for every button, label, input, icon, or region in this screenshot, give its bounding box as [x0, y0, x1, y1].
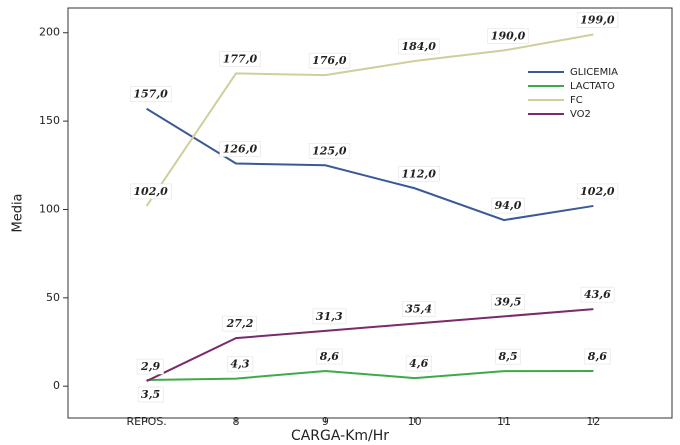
- data-label-box: [219, 141, 261, 157]
- y-axis-label: Media: [11, 193, 26, 232]
- data-label: 4,3: [230, 358, 249, 371]
- data-label: 4,6: [409, 357, 428, 370]
- data-label-group: 190,0: [487, 28, 529, 44]
- data-label-group: 112,0: [398, 166, 440, 182]
- data-label-box: [222, 315, 257, 332]
- data-label-box: [584, 348, 611, 365]
- data-label-group: 35,4: [402, 301, 436, 317]
- data-label-box: [580, 286, 615, 303]
- data-label: 157,0: [133, 88, 168, 101]
- data-label-group: 184,0: [398, 38, 440, 55]
- data-label-box: [136, 358, 164, 375]
- data-label-group: 8,6: [584, 348, 611, 365]
- data-label-group: 102,0: [130, 183, 172, 200]
- data-label-box: [495, 348, 521, 365]
- legend-label: LACTATO: [570, 81, 615, 92]
- data-label-box: [405, 355, 432, 372]
- data-label: 177,0: [223, 52, 258, 65]
- data-label: 39,5: [495, 295, 522, 308]
- data-label-group: 102,0: [576, 183, 619, 200]
- data-label-box: [491, 197, 526, 214]
- x-tick-label: 11: [497, 415, 511, 428]
- legend-label: VO2: [570, 109, 591, 120]
- data-label-box: [398, 38, 440, 55]
- data-label-box: [308, 143, 351, 159]
- data-label: 31,3: [316, 310, 343, 323]
- y-tick-label: 0: [53, 379, 60, 392]
- data-label: 112,0: [401, 167, 436, 180]
- x-tick-label: 9: [322, 415, 329, 428]
- x-tick-label: 10: [408, 415, 422, 428]
- data-label-group: 27,2: [222, 315, 257, 332]
- data-label: 94,0: [495, 199, 522, 212]
- data-label-box: [576, 183, 619, 200]
- data-label-group: 199,0: [576, 12, 619, 28]
- y-tick-label: 200: [39, 26, 60, 39]
- data-label: 184,0: [401, 40, 436, 53]
- data-label: 27,2: [226, 317, 254, 330]
- series-line: [146, 308, 594, 382]
- data-label-box: [130, 86, 172, 102]
- data-label: 176,0: [312, 54, 347, 67]
- x-axis-label: CARGA-Km/Hr: [291, 428, 389, 444]
- data-label-box: [219, 51, 261, 67]
- data-label-group: 94,0: [491, 197, 526, 214]
- data-label-group: 2,9: [136, 358, 164, 375]
- series-line: [146, 107, 594, 222]
- data-label-box: [308, 52, 351, 69]
- data-label-group: 126,0: [219, 141, 261, 157]
- data-label-group: 125,0: [308, 143, 351, 159]
- data-label-group: 8,5: [495, 348, 521, 365]
- data-label: 8,6: [320, 350, 339, 363]
- y-tick-label: 150: [39, 114, 60, 127]
- data-label: 8,6: [588, 350, 607, 363]
- data-label-box: [130, 183, 172, 200]
- data-label: 125,0: [312, 144, 347, 157]
- legend-label: FC: [570, 95, 583, 106]
- data-label-group: 39,5: [491, 294, 525, 310]
- data-label: 3,5: [141, 388, 160, 401]
- data-label-box: [137, 386, 164, 403]
- data-label: 8,5: [498, 350, 517, 363]
- legend-label: GLICEMIA: [570, 67, 618, 78]
- data-label-box: [576, 12, 619, 28]
- series-line: [146, 369, 594, 382]
- data-label-group: 3,5: [137, 386, 164, 403]
- x-tick-label: 8: [232, 415, 239, 428]
- y-tick-label: 50: [46, 291, 60, 304]
- x-tick-label: REPOS.: [126, 415, 166, 428]
- data-label: 126,0: [223, 143, 258, 156]
- y-tick-label: 100: [39, 202, 60, 215]
- series-line: [145, 33, 594, 207]
- data-label-box: [316, 348, 343, 365]
- plot-frame: [67, 7, 673, 419]
- data-label: 2,9: [140, 360, 160, 373]
- data-label: 43,6: [584, 288, 611, 301]
- data-label: 102,0: [133, 185, 168, 198]
- data-label-box: [398, 166, 440, 182]
- data-label-group: 31,3: [312, 308, 347, 325]
- data-label: 199,0: [580, 14, 615, 27]
- data-label-box: [402, 301, 436, 317]
- data-label-box: [227, 356, 254, 372]
- data-label-group: 8,6: [316, 348, 343, 365]
- data-label-group: 4,6: [405, 355, 432, 372]
- data-label-box: [491, 294, 525, 310]
- data-label-group: 176,0: [308, 52, 351, 69]
- data-label: 35,4: [405, 303, 432, 316]
- data-label-group: 43,6: [580, 286, 615, 303]
- data-label: 102,0: [580, 185, 615, 198]
- data-label-group: 157,0: [130, 86, 172, 102]
- data-label-box: [312, 308, 347, 325]
- data-label-group: 177,0: [219, 51, 261, 67]
- data-label-box: [487, 28, 529, 44]
- data-label: 190,0: [491, 29, 526, 42]
- x-tick-label: 12: [586, 415, 600, 428]
- data-label-group: 4,3: [227, 356, 254, 372]
